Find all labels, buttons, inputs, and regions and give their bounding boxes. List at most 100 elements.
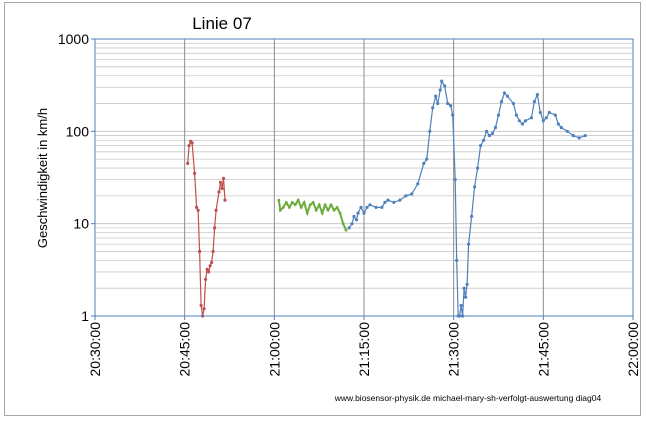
data-point [277,198,281,202]
data-point [553,113,557,117]
data-point [204,277,208,281]
data-point [493,125,498,130]
x-tick-label: 20:30:00 [87,322,103,377]
data-point [398,198,402,202]
data-point [565,129,569,133]
data-point [362,211,366,215]
data-point [211,249,215,254]
data-point [284,201,288,204]
gridlines [95,39,633,316]
x-tick-label: 21:45:00 [535,322,551,377]
data-point [359,205,363,209]
data-point [583,134,587,138]
data-point [317,203,321,207]
data-point [473,185,477,189]
data-point [193,171,197,175]
data-point [514,113,519,117]
y-tick-label: 1000 [58,31,89,47]
data-point [451,113,455,117]
chart-title: Linie 07 [192,14,252,33]
series-1 [186,139,227,318]
data-point [459,303,463,308]
data-point [470,214,474,218]
data-point [278,208,282,212]
data-point [220,187,224,191]
x-tick-label: 20:45:00 [177,322,193,377]
data-point [374,205,378,209]
data-point [532,100,537,104]
data-point [281,206,285,209]
data-point [332,208,336,212]
data-point [326,208,330,212]
data-point [368,203,372,207]
data-point [505,94,510,98]
data-point [293,203,297,207]
data-point [311,201,315,204]
data-point [425,157,429,161]
data-point [479,144,483,148]
data-point [305,211,309,215]
x-tick-label: 21:30:00 [446,322,462,377]
data-point [476,166,480,170]
data-point [556,122,560,126]
data-point [529,116,534,120]
data-point [352,214,356,218]
data-point [205,267,209,271]
data-point [198,249,202,254]
data-point [467,242,471,246]
series-layer [186,79,587,318]
series-line [187,140,226,317]
data-point [443,84,447,88]
chart-area-border [4,2,641,416]
data-point [347,226,351,230]
data-point [356,211,360,215]
data-point [344,228,348,232]
y-axis-label: Geschwindigkeit in km/h [35,108,50,248]
data-point [196,208,200,212]
data-point [440,79,444,83]
data-point [416,182,420,186]
data-point [392,200,396,204]
data-point [221,176,226,180]
x-tick-label: 22:00:00 [625,322,641,377]
data-point [410,192,414,196]
data-point [338,211,342,215]
data-point [559,125,563,130]
data-point [213,226,217,230]
data-point [208,264,212,268]
data-point [207,270,211,274]
data-point [482,138,486,142]
data-point [431,106,435,110]
data-point [350,222,354,226]
data-point [290,201,294,204]
data-point [308,203,312,207]
y-tick-labels: 1 10 100 1000 [58,31,95,324]
x-tick-label: 21:15:00 [356,322,372,377]
data-point [434,94,438,98]
data-point [496,113,501,117]
data-point [323,203,327,207]
data-point [186,161,190,165]
data-point [341,222,345,226]
data-point [199,303,203,308]
data-point [214,208,218,212]
x-tick-label: 21:00:00 [266,322,282,377]
data-point [210,260,214,265]
data-point [464,295,468,299]
data-point [538,110,542,115]
data-point [386,198,390,202]
data-point [202,307,206,311]
data-point [218,180,223,184]
data-point [422,161,426,165]
data-point [380,205,384,209]
data-point [462,286,466,290]
series-2 [277,197,348,232]
data-point [502,91,507,95]
data-point [190,141,194,145]
source-annotation: www.biosensor-physik.de michael-mary-sh-… [334,393,602,403]
data-point [577,136,581,140]
y-tick-label: 10 [73,216,89,232]
data-point [438,88,442,92]
data-point [490,131,495,135]
